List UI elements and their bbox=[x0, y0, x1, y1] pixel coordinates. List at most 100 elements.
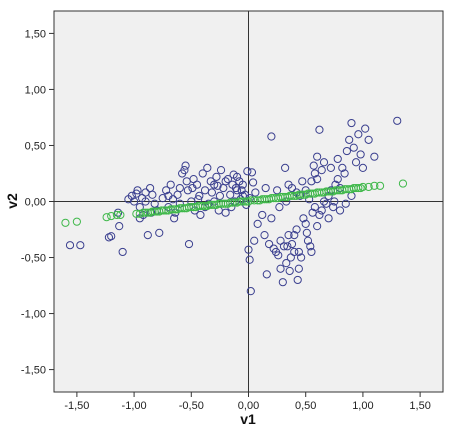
y-tick-label: -0,50 bbox=[21, 253, 46, 265]
observed-point bbox=[342, 146, 351, 156]
observed-point bbox=[181, 161, 190, 170]
y-tick-label: -1,50 bbox=[21, 365, 46, 377]
observed-point bbox=[115, 222, 124, 231]
x-tick-label: -1,00 bbox=[122, 400, 147, 412]
observed-point bbox=[354, 130, 363, 139]
observed-point bbox=[294, 264, 303, 273]
observed-point bbox=[141, 188, 150, 197]
observed-point bbox=[302, 228, 311, 237]
observed-point bbox=[347, 118, 356, 128]
observed-point bbox=[246, 287, 255, 296]
observed-point bbox=[307, 247, 316, 257]
observed-point bbox=[198, 169, 207, 178]
fitted-point bbox=[61, 218, 70, 227]
x-tick-label: 1,50 bbox=[409, 400, 430, 412]
observed-point bbox=[299, 214, 308, 223]
x-axis-ticks: -1,50 -1,00 -0,50 0,00 0,50 1,00 1,50 bbox=[64, 392, 431, 412]
observed-point bbox=[319, 158, 329, 167]
observed-point bbox=[351, 158, 361, 167]
observed-point bbox=[175, 183, 184, 193]
observed-point bbox=[281, 163, 290, 172]
observed-point bbox=[273, 186, 282, 195]
observed-point bbox=[315, 125, 324, 134]
x-tick-label: 0,50 bbox=[295, 400, 316, 412]
observed-point bbox=[238, 180, 247, 189]
observed-point bbox=[345, 135, 354, 144]
observed-point bbox=[393, 116, 402, 125]
observed-point bbox=[250, 236, 259, 245]
observed-point bbox=[251, 188, 260, 197]
observed-point bbox=[164, 191, 173, 200]
observed-point bbox=[293, 275, 302, 285]
observed-point bbox=[340, 169, 349, 178]
fitted-point bbox=[354, 183, 363, 193]
observed-point bbox=[278, 278, 287, 287]
y-tick-label: 0,00 bbox=[25, 197, 46, 209]
observed-point bbox=[313, 152, 322, 161]
observed-point bbox=[267, 132, 276, 141]
observed-point bbox=[298, 177, 307, 186]
observed-point bbox=[132, 189, 141, 198]
x-tick-label: -0,50 bbox=[179, 400, 204, 412]
observed-point bbox=[170, 214, 179, 223]
observed-point bbox=[309, 161, 318, 170]
fitted-point bbox=[375, 181, 385, 190]
observed-point bbox=[184, 239, 194, 249]
observed-point bbox=[243, 167, 252, 176]
x-tick-label: -1,50 bbox=[64, 400, 89, 412]
observed-point bbox=[226, 190, 235, 199]
observed-point bbox=[258, 210, 267, 220]
observed-point bbox=[358, 163, 368, 172]
observed-point bbox=[223, 174, 233, 184]
observed-point bbox=[192, 180, 202, 189]
observed-point bbox=[313, 222, 322, 231]
observed-point bbox=[247, 168, 257, 177]
observed-point bbox=[127, 191, 136, 200]
observed-point bbox=[326, 163, 335, 172]
observed-point bbox=[203, 163, 212, 172]
observed-point bbox=[303, 236, 313, 245]
observed-point bbox=[221, 177, 230, 186]
observed-point bbox=[262, 270, 271, 279]
observed-point bbox=[264, 239, 274, 249]
observed-point bbox=[284, 180, 293, 189]
observed-point bbox=[207, 188, 216, 197]
observed-point bbox=[141, 197, 150, 206]
observed-point bbox=[65, 241, 75, 250]
observed-point bbox=[276, 236, 285, 245]
observed-point bbox=[232, 172, 242, 181]
y-tick-label: 1,50 bbox=[25, 28, 46, 40]
observed-point bbox=[212, 172, 221, 181]
y-axis-ticks: 1,50 1,00 0,50 0,00 -0,50 -1,00 -1,50 bbox=[21, 28, 54, 377]
y-axis-title: v2 bbox=[4, 193, 20, 209]
observed-point bbox=[282, 259, 291, 268]
observed-point bbox=[356, 150, 365, 159]
observed-point bbox=[180, 166, 189, 175]
observed-point bbox=[166, 180, 175, 189]
fitted-point bbox=[72, 217, 81, 226]
fitted-point bbox=[398, 179, 408, 188]
fitted-point bbox=[112, 210, 122, 220]
observed-point bbox=[210, 180, 219, 189]
observed-point bbox=[370, 152, 379, 161]
observed-point bbox=[162, 186, 171, 195]
fitted-point bbox=[107, 211, 116, 221]
observed-point bbox=[335, 206, 345, 215]
observed-point bbox=[333, 174, 342, 184]
observed-point bbox=[361, 124, 370, 133]
observed-point bbox=[232, 186, 242, 195]
observed-point bbox=[310, 203, 319, 212]
observed-point bbox=[133, 186, 142, 195]
observed-point bbox=[221, 208, 230, 217]
observed-point bbox=[294, 247, 303, 257]
observed-point bbox=[310, 169, 319, 178]
observed-point bbox=[183, 186, 192, 195]
y-tick-label: 1,00 bbox=[25, 84, 46, 96]
observed-point bbox=[333, 154, 342, 164]
observed-point bbox=[175, 199, 184, 208]
observed-point bbox=[341, 199, 350, 208]
observed-point bbox=[260, 231, 269, 240]
y-tick-label: -1,00 bbox=[21, 309, 46, 321]
observed-point bbox=[306, 242, 315, 251]
